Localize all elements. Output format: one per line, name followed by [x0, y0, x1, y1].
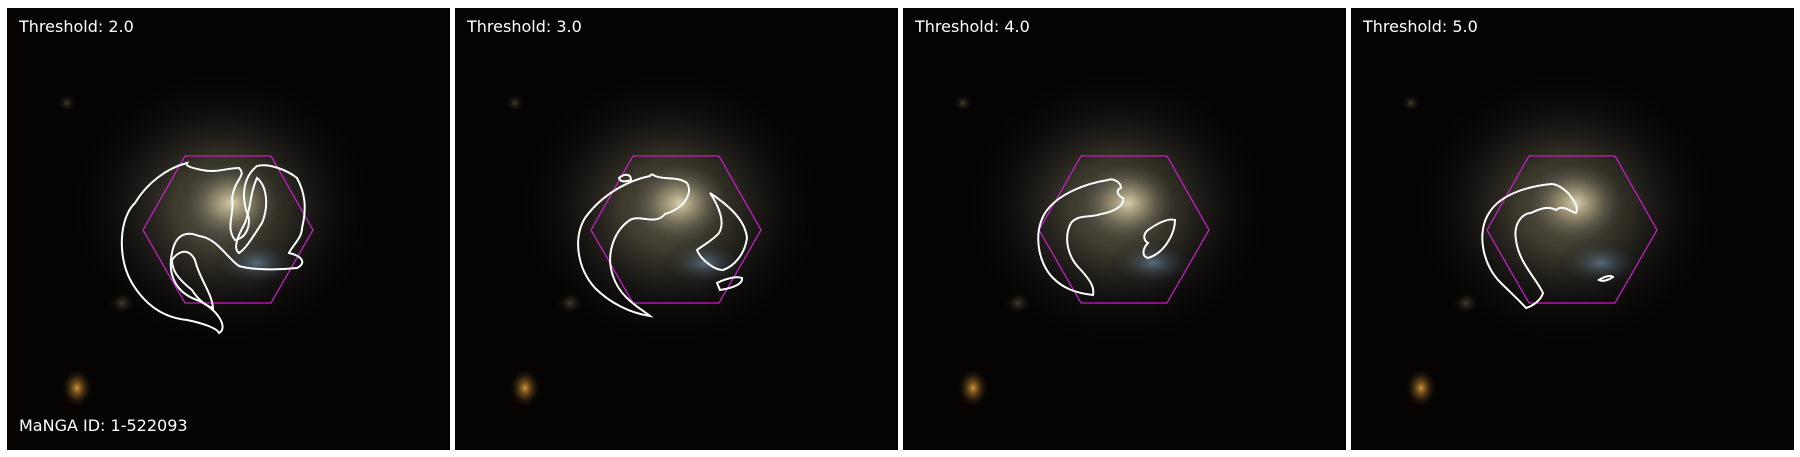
galaxy-image — [953, 68, 1273, 408]
contour-line — [577, 173, 690, 318]
manga-id-label: MaNGA ID: 1-522093 — [19, 416, 188, 435]
contour-line — [1142, 218, 1177, 260]
threshold-label: Threshold: 5.0 — [1363, 17, 1478, 36]
ifu-hexagon — [590, 155, 762, 304]
background-source — [1004, 291, 1032, 315]
contour-line — [170, 250, 215, 310]
background-source — [556, 291, 584, 315]
contour-line — [1037, 178, 1125, 297]
background-star — [957, 368, 989, 408]
background-star — [61, 368, 93, 408]
threshold-label: Threshold: 3.0 — [467, 17, 582, 36]
background-source — [1401, 94, 1421, 112]
panel-threshold-3: Threshold: 3.0 — [455, 8, 898, 450]
galaxy-core — [1073, 158, 1183, 248]
threshold-label: Threshold: 2.0 — [19, 17, 134, 36]
background-source — [505, 94, 525, 112]
galaxy-blue-arm — [1556, 238, 1646, 288]
contour-line — [120, 161, 306, 335]
background-source — [1452, 291, 1480, 315]
contour-line — [1597, 275, 1615, 282]
threshold-label: Threshold: 4.0 — [915, 17, 1030, 36]
panel-threshold-2: Threshold: 2.0 MaNGA ID: 1-522093 — [7, 8, 450, 450]
background-source — [108, 291, 136, 315]
galaxy-blue-arm — [212, 238, 302, 288]
contour-line — [1481, 182, 1578, 310]
contour-line — [695, 192, 749, 272]
galaxy-core — [625, 158, 735, 248]
panel-threshold-4: Threshold: 4.0 — [903, 8, 1346, 450]
ifu-hexagon — [142, 155, 314, 304]
background-star — [509, 368, 541, 408]
contour-line — [715, 276, 744, 292]
galaxy-image — [505, 68, 825, 408]
galaxy-image — [57, 68, 377, 408]
background-star — [1405, 368, 1437, 408]
galaxy-blue-arm — [660, 238, 750, 288]
background-source — [57, 94, 77, 112]
ifu-hexagon — [1486, 155, 1658, 304]
contour-line — [617, 173, 633, 183]
galaxy-blue-arm — [1108, 238, 1198, 288]
panel-threshold-5: Threshold: 5.0 — [1351, 8, 1794, 450]
galaxy-image — [1401, 68, 1721, 408]
contour-line — [235, 176, 268, 255]
background-source — [953, 94, 973, 112]
